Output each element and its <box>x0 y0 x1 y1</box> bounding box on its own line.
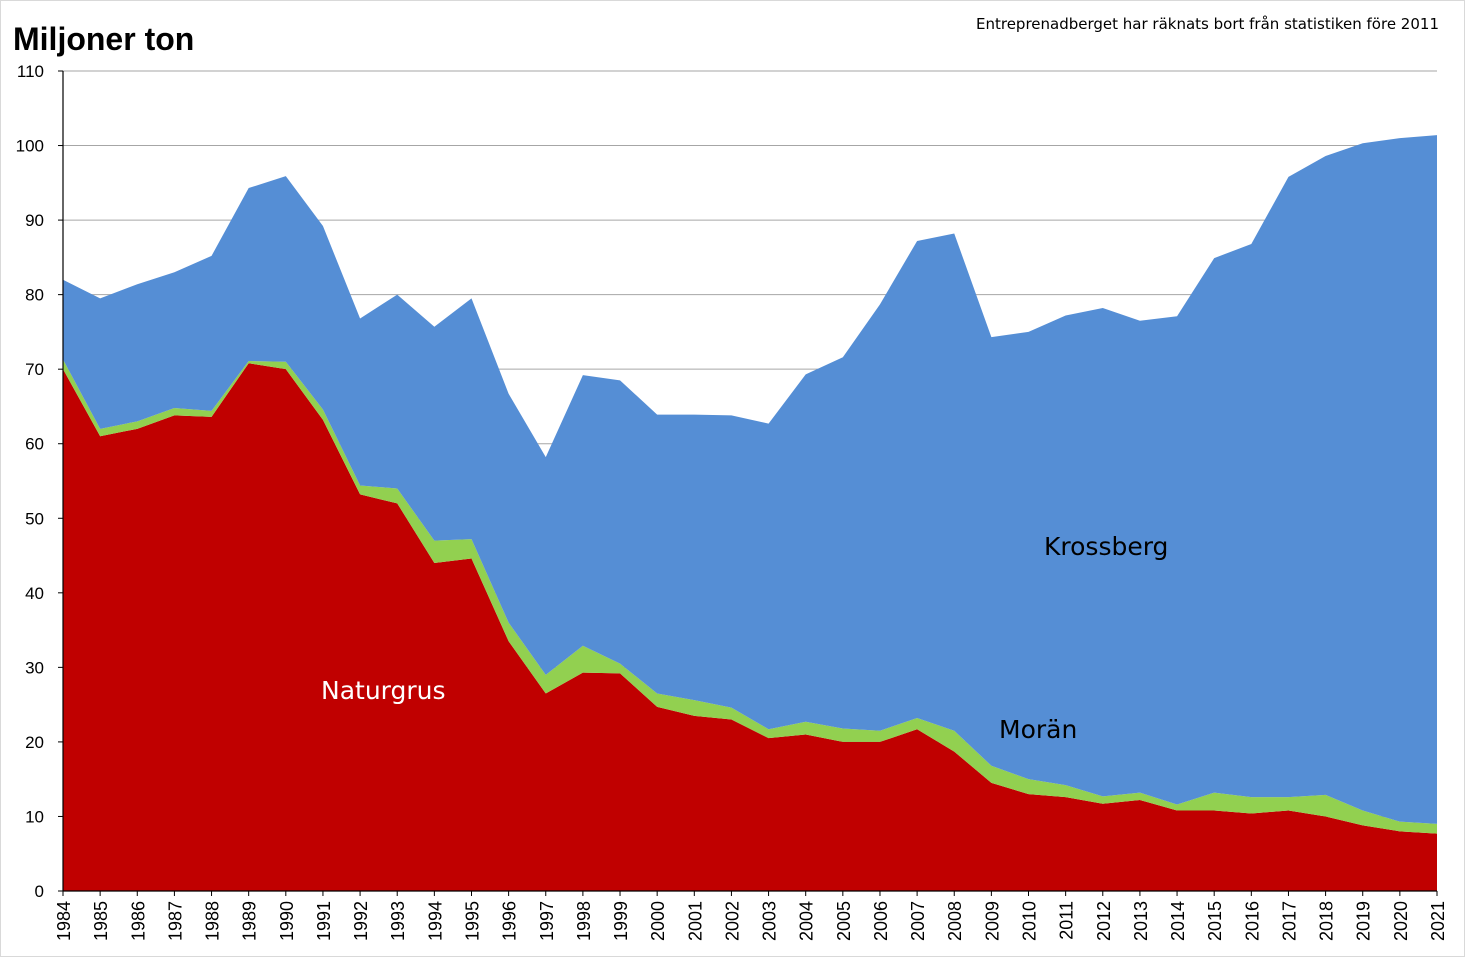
x-tick-label: 1988 <box>203 901 223 941</box>
x-tick-label: 2003 <box>760 901 780 941</box>
x-tick-label: 2019 <box>1354 901 1374 941</box>
y-tick-label: 50 <box>25 509 44 528</box>
stacked-areas <box>63 135 1437 892</box>
x-tick-label: 1999 <box>611 901 631 941</box>
x-tick-label: 1994 <box>425 901 445 941</box>
area-krossberg <box>63 135 1437 824</box>
y-tick-label: 60 <box>25 435 44 454</box>
x-tick-label: 2017 <box>1279 901 1299 941</box>
area-naturgrus <box>63 363 1437 892</box>
area-labels: Krossberg Morän Naturgrus <box>321 532 1168 744</box>
x-tick-label: 1986 <box>128 901 148 941</box>
x-tick-label: 1997 <box>537 901 557 941</box>
x-tick-label: 1996 <box>500 901 520 941</box>
x-tick-label: 1998 <box>574 901 594 941</box>
y-tick-label: 70 <box>25 360 44 379</box>
y-tick-label: 0 <box>35 882 44 901</box>
x-tick-label: 2012 <box>1094 901 1114 941</box>
y-tick-label: 10 <box>25 807 44 826</box>
x-tick-label: 2008 <box>945 901 965 941</box>
chart-title: Miljoner ton <box>13 21 195 57</box>
y-tick-label: 80 <box>25 286 44 305</box>
x-tick-label: 2013 <box>1131 901 1151 941</box>
x-tick-label: 2020 <box>1391 901 1411 941</box>
x-tick-label: 1993 <box>388 901 408 941</box>
x-tick-label: 1987 <box>165 901 185 941</box>
y-tick-label: 20 <box>25 733 44 752</box>
x-tick-label: 2005 <box>834 901 854 941</box>
y-tick-label: 40 <box>25 584 44 603</box>
x-tick-label: 1984 <box>54 901 74 941</box>
x-tick-label: 2016 <box>1242 901 1262 941</box>
x-tick-label: 2007 <box>908 901 928 941</box>
x-tick-label: 2014 <box>1168 901 1188 941</box>
x-tick-label: 1985 <box>91 901 111 941</box>
y-tick-label: 30 <box>25 658 44 677</box>
x-tick-label: 1990 <box>277 901 297 941</box>
x-tick-label: 2006 <box>871 901 891 941</box>
label-krossberg: Krossberg <box>1044 532 1168 561</box>
x-tick-label: 2002 <box>722 901 742 941</box>
axes: 0 10 20 30 40 50 60 70 80 90 100 110 1984 1985 1986 198… <box>16 62 1448 941</box>
x-tick-label: 2009 <box>982 901 1002 941</box>
x-tick-label: 2011 <box>1057 901 1077 940</box>
label-moran: Morän <box>999 715 1077 744</box>
x-tick-label: 1991 <box>314 901 334 941</box>
x-tick-label: 2004 <box>797 901 817 941</box>
y-tick-label: 100 <box>16 137 44 156</box>
x-tick-label: 1992 <box>351 901 371 941</box>
label-naturgrus: Naturgrus <box>321 676 446 705</box>
chart-note: Entreprenadberget har räknats bort från … <box>976 15 1439 33</box>
y-tick-label: 110 <box>17 62 44 81</box>
x-tick-label: 1995 <box>462 901 482 941</box>
x-tick-label: 2021 <box>1428 901 1448 941</box>
x-tick-label: 2001 <box>685 901 705 941</box>
x-tick-label: 2018 <box>1317 901 1337 941</box>
x-tick-label: 2015 <box>1205 901 1225 941</box>
x-tick-label: 2000 <box>648 901 668 941</box>
x-tick-label: 2010 <box>1020 901 1040 941</box>
y-tick-label: 90 <box>25 211 44 230</box>
x-tick-label: 1989 <box>240 901 260 941</box>
